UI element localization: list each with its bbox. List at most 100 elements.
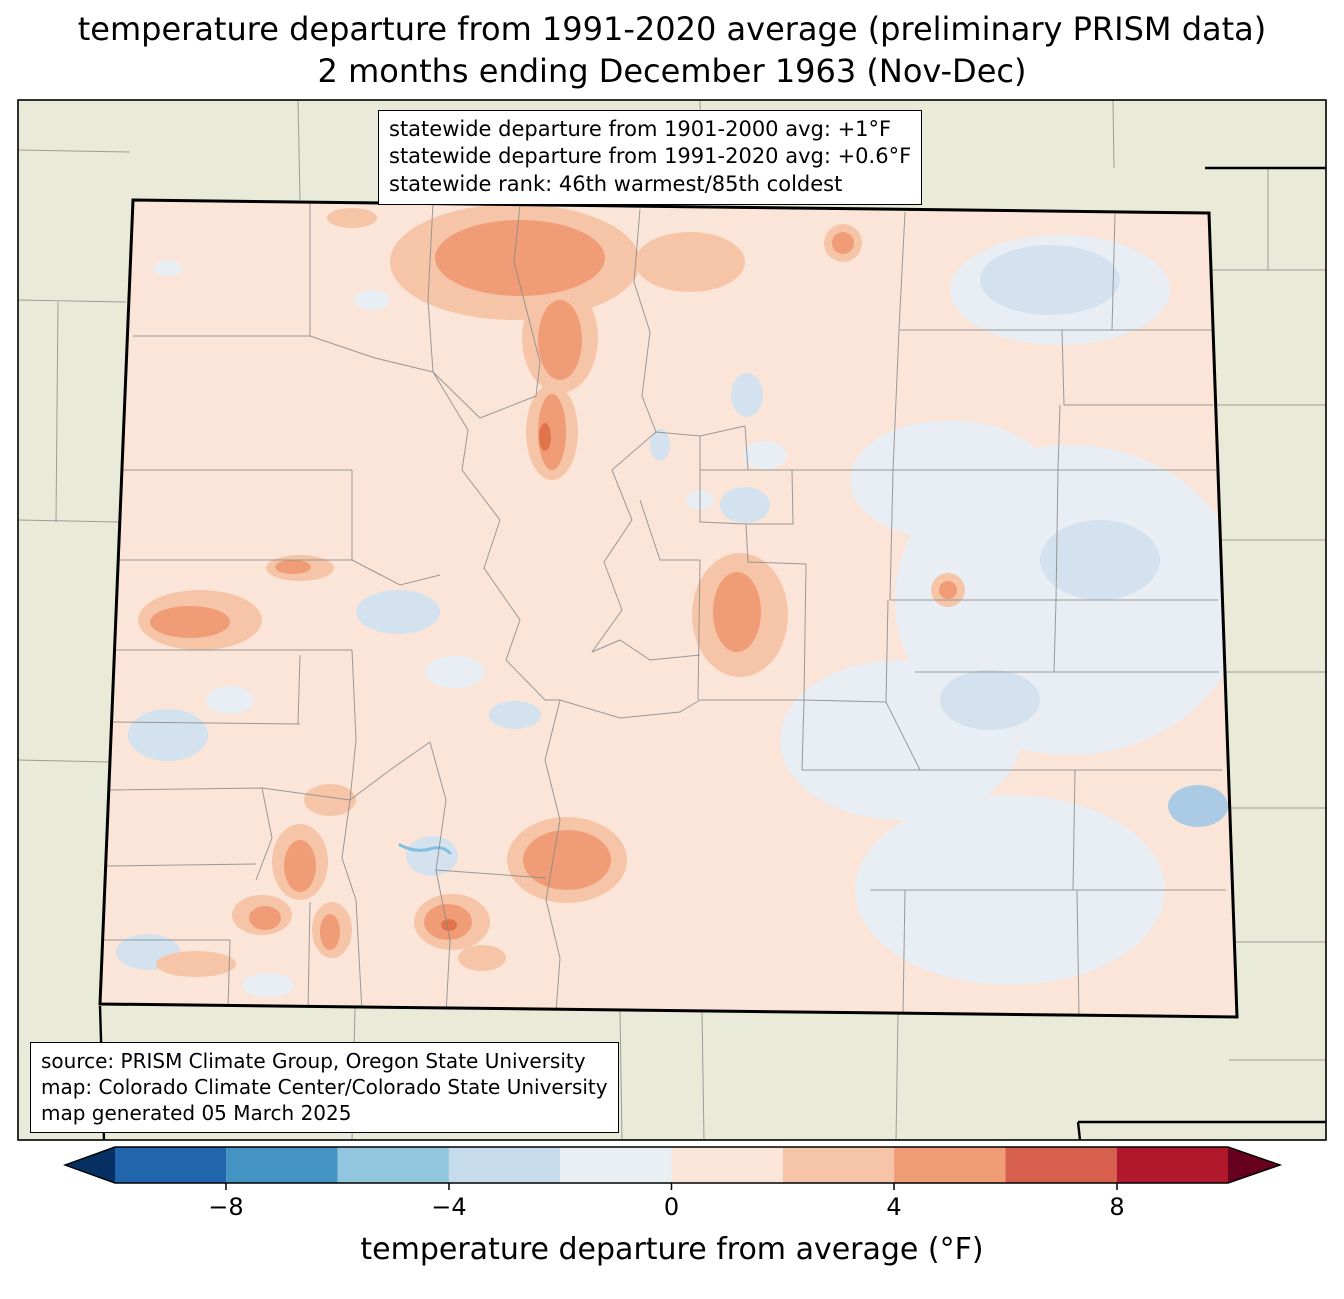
county-line [112, 721, 301, 725]
source-box: source: PRISM Climate Group, Oregon Stat… [30, 1042, 619, 1133]
colorbar-cell [560, 1147, 672, 1183]
colorbar-left-arrow [65, 1147, 115, 1183]
warm-anomaly-patch [156, 951, 236, 977]
county-line [639, 499, 700, 561]
title-line-2: 2 months ending December 1963 (Nov-Dec) [317, 52, 1027, 91]
warm-anomaly-patch [713, 572, 761, 652]
title-line-1: temperature departure from 1991-2020 ave… [77, 10, 1267, 48]
cool-anomaly-patch [1040, 520, 1160, 600]
county-line [1053, 599, 1057, 673]
county-line [17, 759, 112, 763]
warm-anomaly-patch [539, 423, 551, 451]
warm-anomaly-patch [304, 784, 356, 816]
county-line [432, 371, 521, 661]
colorbar-tick-label: 8 [1109, 1193, 1124, 1221]
county-line [619, 1009, 623, 1141]
county-line [17, 519, 121, 523]
warm-anomaly-patch [249, 906, 281, 930]
county-line [1076, 889, 1080, 1017]
colorbar-cell [337, 1147, 449, 1183]
cool-mid-patches [1168, 785, 1228, 827]
county-line [701, 1011, 705, 1141]
county-line [898, 211, 906, 331]
cool-anomaly-patch [206, 686, 254, 714]
county-line [591, 431, 657, 653]
county-line [591, 639, 701, 661]
county-line [309, 335, 434, 373]
county-line [559, 699, 701, 719]
warm-anomaly-patch [939, 581, 957, 599]
county-line [297, 99, 301, 201]
warm-anomaly-patch [635, 232, 745, 292]
colorbar-right-arrow [1228, 1147, 1280, 1183]
county-line [341, 799, 357, 901]
county-line [633, 208, 657, 433]
lake-line [398, 843, 452, 855]
cool-anomaly-patch [743, 441, 787, 469]
stats-line-3: statewide rank: 46th warmest/85th coldes… [389, 171, 843, 196]
county-line [902, 889, 906, 1017]
county-line [349, 741, 431, 801]
county-line [106, 863, 257, 867]
county-line [1061, 329, 1065, 406]
county-line [803, 699, 887, 703]
cool-anomaly-patch [980, 245, 1120, 315]
cool-anomaly-patch [356, 590, 440, 634]
cool-anomaly-patch [1168, 785, 1228, 827]
county-line [255, 787, 273, 881]
county-line [349, 649, 357, 801]
colorbar-cell [226, 1147, 338, 1183]
cool-anomaly-patch [406, 836, 458, 876]
county-line [427, 202, 434, 373]
colorbar-outline [62, 1146, 1283, 1184]
warm-anomaly-patch [538, 300, 582, 380]
county-line [885, 701, 921, 771]
cool-anomaly-patch [354, 290, 390, 310]
cool-anomaly-patch [128, 709, 208, 761]
stats-box: statewide departure from 1901-2000 avg: … [378, 110, 923, 205]
colorbar-cell [671, 1147, 783, 1183]
county-line [544, 699, 561, 1013]
cool-anomaly-patch [154, 260, 182, 276]
cool-anomaly-patch [720, 487, 770, 523]
county-line [895, 1013, 899, 1141]
warm-anomaly-patch [275, 560, 311, 574]
county-line [505, 659, 560, 701]
colorbar-tick-label: 0 [664, 1193, 679, 1221]
warm-anomaly-patch [320, 914, 340, 950]
cool-anomaly-patch [940, 670, 1040, 730]
county-line [1055, 469, 1059, 601]
county-line [227, 939, 231, 1009]
cool-anomaly-patch [489, 701, 541, 729]
stats-line-2: statewide departure from 1991-2020 avg: … [389, 144, 912, 169]
colorbar-cell [894, 1147, 1006, 1183]
state-border-segment [1076, 1121, 1082, 1141]
warm-deep-patches [441, 423, 551, 931]
warm-anomaly-patch [150, 606, 230, 638]
colorbar-tick-label: −4 [431, 1193, 466, 1221]
cool-anomaly-patch [850, 420, 1050, 540]
colorbar-tick-label: 4 [886, 1193, 901, 1221]
cool-anomaly-patch [731, 373, 763, 417]
colorbar-cell [782, 1147, 895, 1183]
stats-line-1: statewide departure from 1901-2000 avg: … [389, 117, 892, 141]
colorbar-tick-label: −8 [208, 1193, 243, 1221]
county-line [1072, 769, 1076, 891]
colorbar-cell [1005, 1147, 1117, 1183]
county-line [17, 299, 127, 303]
county-line [1111, 213, 1116, 331]
source-line-2: map: Colorado Climate Center/Colorado St… [41, 1075, 608, 1099]
colorado-state-border [98, 198, 1239, 1019]
warm-anomaly-patch [435, 220, 605, 296]
county-line [697, 559, 701, 701]
panel-frame [17, 99, 1327, 1141]
colorbar-cell [448, 1147, 561, 1183]
source-line-1: source: PRISM Climate Group, Oregon Stat… [41, 1049, 586, 1073]
cool-anomaly-patch [242, 973, 294, 997]
cool-anomaly-patch [650, 429, 670, 461]
figure-title: temperature departure from 1991-2020 ave… [0, 8, 1344, 92]
warm-anomaly-patch [441, 919, 457, 931]
cool-light-patches [116, 245, 1160, 970]
county-line [55, 301, 59, 523]
